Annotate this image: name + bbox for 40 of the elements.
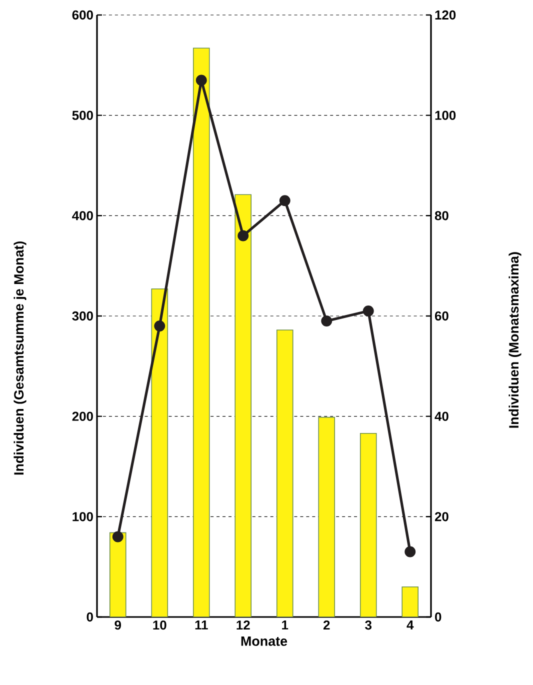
bar [318, 416, 336, 617]
y2-tick-label: 0 [435, 612, 442, 622]
y2-tick-label: 80 [434, 211, 448, 220]
x-tick-label: 9 [114, 620, 121, 630]
bar [402, 586, 419, 617]
bar [234, 194, 252, 617]
point [404, 546, 416, 558]
x-tick-label: 3 [365, 620, 372, 630]
y2-tick-label: 100 [435, 110, 456, 120]
y-tick-label: 400 [72, 211, 93, 220]
x-tick-label: 11 [195, 620, 208, 630]
bar [192, 48, 210, 617]
x-tick-label: 10 [153, 620, 166, 630]
x-tick-label: 1 [282, 620, 288, 630]
point [196, 74, 207, 86]
y-tick-label: 500 [72, 110, 93, 120]
point [238, 230, 249, 242]
y-tick-label: 200 [72, 412, 93, 421]
point [154, 320, 166, 332]
x-tick-label: 4 [406, 620, 414, 630]
bar [360, 432, 377, 617]
point [112, 531, 124, 542]
bar [276, 330, 294, 617]
y-tick-label: 0 [86, 612, 93, 622]
y-tick-label: 300 [72, 311, 93, 321]
x-tick-label: 2 [323, 620, 330, 630]
point [321, 316, 332, 326]
y2-axis-title: Individuen (Monatsmaxima) [508, 252, 522, 428]
point [362, 305, 374, 316]
y-tick-label: 100 [72, 512, 93, 522]
y2-tick-label: 20 [434, 512, 448, 522]
y2-tick-label: 60 [434, 311, 448, 321]
bar [151, 288, 168, 617]
y2-tick-label: 120 [435, 10, 456, 20]
x-tick-label: 12 [236, 620, 250, 630]
x-axis-title: Monate [241, 636, 288, 646]
y-axis-title: Individuen (Gesamtsumme je Monat) [14, 241, 26, 475]
y2-tick-label: 40 [434, 412, 448, 421]
point [279, 195, 290, 206]
y-tick-label: 600 [72, 10, 93, 20]
